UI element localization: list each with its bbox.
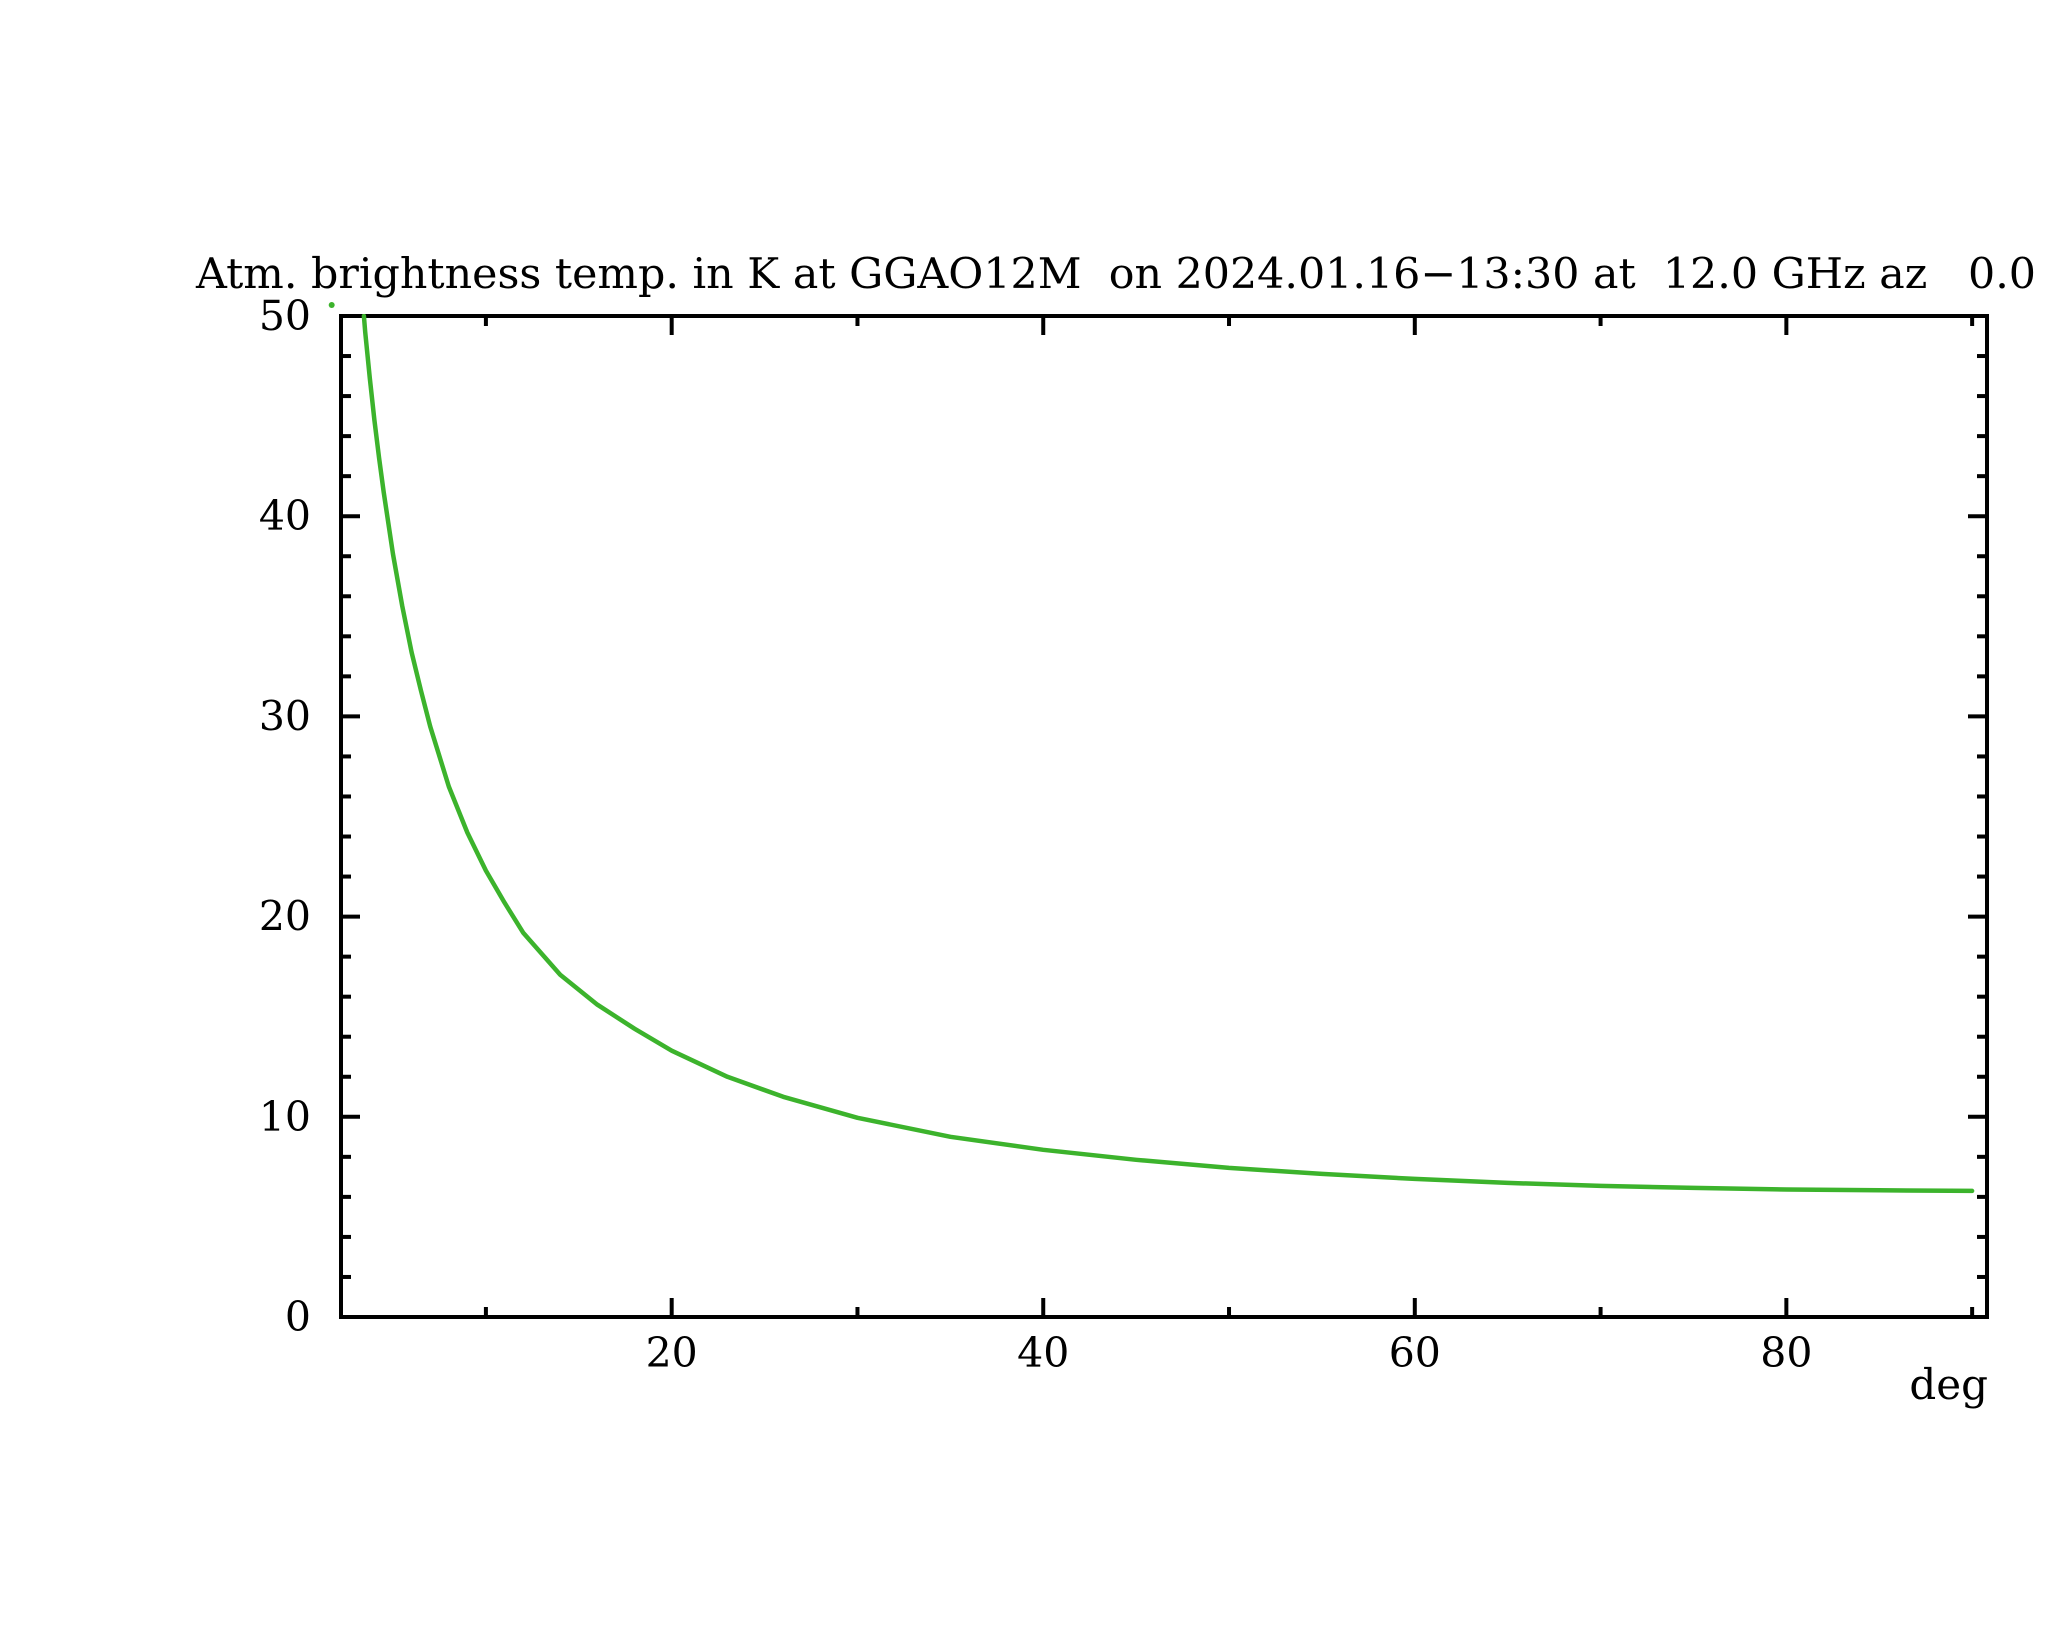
y-tick-label: 10: [259, 1093, 311, 1141]
data-curve: [361, 314, 1975, 1194]
x-tick-label: 60: [1389, 1329, 1441, 1377]
x-axis-unit-label: deg: [1909, 1360, 1988, 1409]
x-tick-label: 40: [1017, 1329, 1069, 1377]
plot-frame: [339, 314, 1989, 1319]
x-tick-label: 80: [1760, 1329, 1812, 1377]
y-tick-label: 20: [259, 893, 311, 941]
x-tick-label: 20: [646, 1329, 698, 1377]
axis-tick-labels: 20 40 60 80 0 10 20 30 40 50: [259, 292, 1813, 1377]
y-tick-label: 30: [259, 692, 311, 740]
y-tick-label: 40: [259, 492, 311, 540]
y-tick-label: 50: [259, 292, 311, 340]
y-tick-label: 0: [285, 1293, 311, 1341]
chart-title: Atm. brightness temp. in K at GGAO12M on…: [195, 249, 2036, 298]
stray-data-point: [328, 302, 335, 308]
axis-ticks: [341, 314, 1987, 1319]
